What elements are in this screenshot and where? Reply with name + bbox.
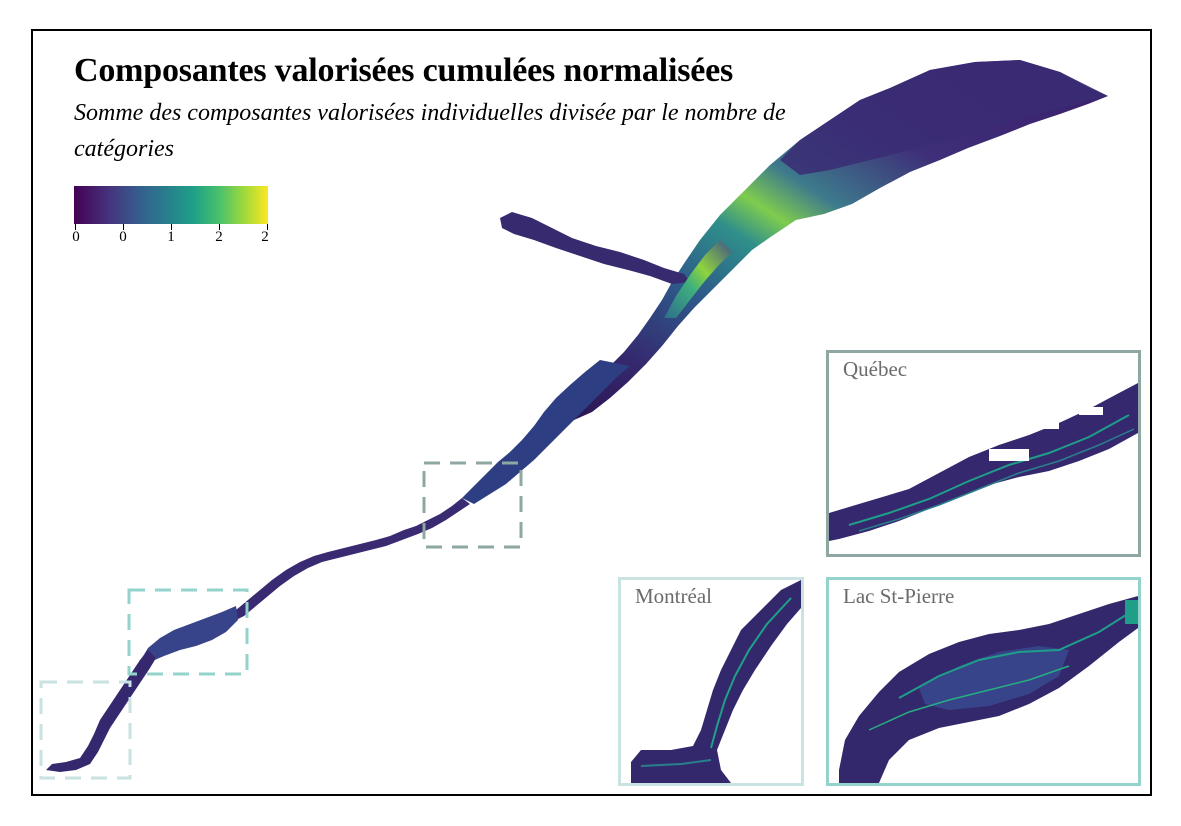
saguenay-fjord [500, 212, 690, 284]
map-subtitle: Somme des composantes valorisées individ… [74, 100, 786, 162]
river-lsp-to-montreal [46, 650, 156, 772]
estuary-north-shore [780, 60, 1108, 175]
legend-tick-label: 2 [261, 229, 269, 245]
lac-st-pierre [142, 606, 238, 662]
legend-tick [219, 224, 220, 230]
middle-estuary [462, 360, 630, 504]
legend-tick-label: 2 [215, 229, 223, 245]
legend-tick-label: 0 [72, 229, 80, 245]
inset-montreal: Montréal [618, 577, 804, 786]
hotspot [664, 240, 732, 318]
inset-quebec-map [829, 383, 1138, 541]
legend-tick-label: 1 [167, 229, 175, 245]
inset-label-quebec: Québec [843, 357, 908, 381]
inset-montreal-map [631, 580, 801, 783]
inset-lac-st-pierre-map [839, 596, 1138, 783]
legend-tick [171, 224, 172, 230]
inset-lac-st-pierre: Lac St-Pierre [826, 577, 1141, 786]
river-quebec-to-lsp [226, 498, 470, 622]
map-title: Composantes valorisées cumulées normalis… [74, 52, 734, 89]
color-scale-bar [74, 186, 268, 224]
inset-quebec: Québec [826, 350, 1141, 557]
extent-box-lac-st-pierre [127, 588, 249, 676]
extent-box-montreal [39, 680, 132, 780]
extent-box-quebec [422, 461, 523, 549]
legend-tick [123, 224, 124, 230]
legend-tick [267, 224, 268, 230]
inset-label-lac-st-pierre: Lac St-Pierre [843, 584, 955, 608]
inset-label-montreal: Montréal [635, 584, 712, 608]
legend-tick [75, 224, 76, 230]
legend-tick-label: 0 [119, 229, 127, 245]
